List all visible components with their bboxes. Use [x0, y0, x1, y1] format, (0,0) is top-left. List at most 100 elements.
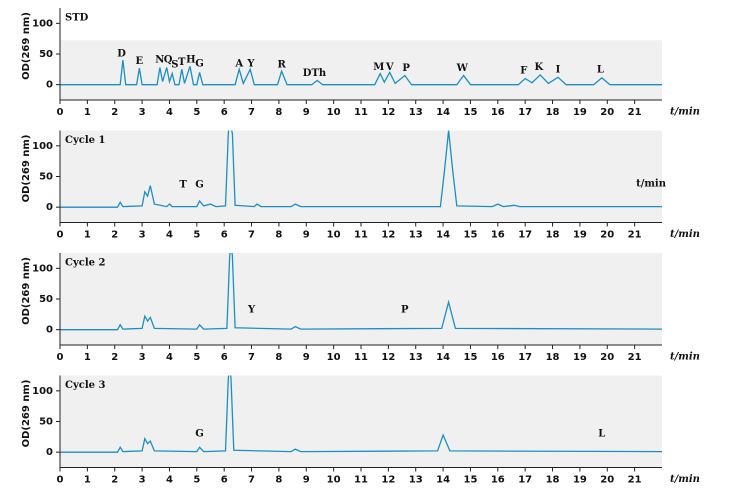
x-tick-label: 18 [546, 230, 560, 241]
x-tick-label: 0 [57, 107, 64, 118]
y-tick-label: 100 [32, 386, 53, 397]
peak-label: G [195, 180, 204, 191]
peak-label: F [520, 66, 527, 77]
x-tick-label: 13 [409, 475, 423, 486]
peak-label: Q [164, 55, 173, 66]
x-tick-label: 17 [518, 475, 532, 486]
panel-title: STD [65, 13, 89, 24]
x-tick-label: 14 [436, 107, 450, 118]
x-tick-label: 13 [409, 352, 423, 363]
trace [60, 375, 662, 453]
y-tick-label: 0 [46, 202, 53, 213]
x-tick-label: 4 [166, 352, 173, 363]
x-tick-label: 16 [491, 230, 505, 241]
plot-background [60, 40, 662, 100]
x-tick-label: 19 [573, 107, 587, 118]
x-tick-label: 9 [303, 352, 310, 363]
x-tick-label: 14 [436, 475, 450, 486]
y-axis-label: OD(269 nm) [21, 380, 32, 448]
x-axis-label: t/min [670, 229, 700, 240]
peak-label: T [178, 57, 186, 68]
x-tick-label: 16 [491, 107, 505, 118]
x-tick-label: 12 [381, 352, 395, 363]
x-tick-label: 21 [628, 230, 642, 241]
y-tick-label: 100 [32, 18, 53, 29]
x-tick-label: 11 [354, 475, 368, 486]
trace [60, 60, 662, 86]
x-tick-label: 10 [327, 352, 341, 363]
x-tick-label: 16 [491, 352, 505, 363]
x-tick-label: 3 [139, 475, 146, 486]
plot [60, 375, 662, 453]
x-tick-label: 4 [166, 475, 173, 486]
peak-label: P [401, 305, 409, 316]
x-tick-label: 15 [463, 230, 477, 241]
y-tick-label: 100 [32, 263, 53, 274]
x-tick-label: 1 [84, 475, 91, 486]
peak-label: W [456, 63, 469, 74]
x-tick-label: 9 [303, 475, 310, 486]
x-tick-label: 7 [248, 352, 255, 363]
x-tick-label: 10 [327, 475, 341, 486]
x-tick-label: 1 [84, 107, 91, 118]
x-tick-label: 13 [409, 230, 423, 241]
x-tick-label: 18 [546, 475, 560, 486]
x-tick-label: 7 [248, 107, 255, 118]
x-tick-label: 12 [381, 475, 395, 486]
x-tick-label: 11 [354, 352, 368, 363]
y-axis-label: OD(269 nm) [21, 257, 32, 325]
y-tick-label: 50 [39, 294, 53, 305]
x-tick-label: 18 [546, 107, 560, 118]
x-tick-label: 8 [275, 107, 282, 118]
x-tick-label: 16 [491, 475, 505, 486]
y-tick-label: 50 [39, 172, 53, 183]
x-tick-label: 19 [573, 475, 587, 486]
x-tick-label: 2 [111, 107, 118, 118]
peak-label: M [373, 62, 384, 73]
plot [60, 130, 662, 208]
x-tick-label: 17 [518, 230, 532, 241]
x-tick-label: 19 [573, 352, 587, 363]
x-tick-label: 9 [303, 107, 310, 118]
x-tick-label: 20 [600, 475, 614, 486]
x-tick-label: 20 [600, 230, 614, 241]
x-tick-label: 15 [463, 475, 477, 486]
x-tick-label: 4 [166, 230, 173, 241]
peak-label: N [155, 55, 164, 66]
x-tick-label: 15 [463, 352, 477, 363]
peak-label: S [171, 60, 178, 71]
panel-title: Cycle 2 [65, 258, 106, 269]
x-tick-label: 17 [518, 352, 532, 363]
x-tick-label: 17 [518, 107, 532, 118]
plot-background [60, 253, 662, 345]
x-tick-label: 14 [436, 230, 450, 241]
y-tick-label: 0 [46, 325, 53, 336]
peak-label: G [195, 428, 204, 439]
y-tick-label: 50 [39, 49, 53, 60]
x-tick-label: 12 [381, 107, 395, 118]
x-tick-label: 21 [628, 475, 642, 486]
x-tick-label: 4 [166, 107, 173, 118]
peak-label: K [535, 62, 544, 73]
x-tick-label: 14 [436, 352, 450, 363]
x-tick-label: 21 [628, 107, 642, 118]
x-tick-label: 10 [327, 107, 341, 118]
x-tick-label: 8 [275, 352, 282, 363]
x-axis-label: t/min [670, 352, 700, 363]
x-tick-label: 1 [84, 230, 91, 241]
panel-title: Cycle 3 [65, 380, 106, 391]
peak-label: Y [247, 305, 256, 316]
x-tick-label: 13 [409, 107, 423, 118]
x-tick-label: 1 [84, 352, 91, 363]
x-axis-label: t/min [670, 474, 700, 485]
x-tick-label: 7 [248, 475, 255, 486]
plot-background [60, 375, 662, 468]
peak-label: E [136, 56, 144, 67]
x-tick-label: 8 [275, 475, 282, 486]
plot-background [60, 130, 662, 223]
x-tick-label: 6 [221, 107, 228, 118]
x-tick-label: 7 [248, 230, 255, 241]
x-tick-label: 0 [57, 230, 64, 241]
x-tick-label: 3 [139, 107, 146, 118]
